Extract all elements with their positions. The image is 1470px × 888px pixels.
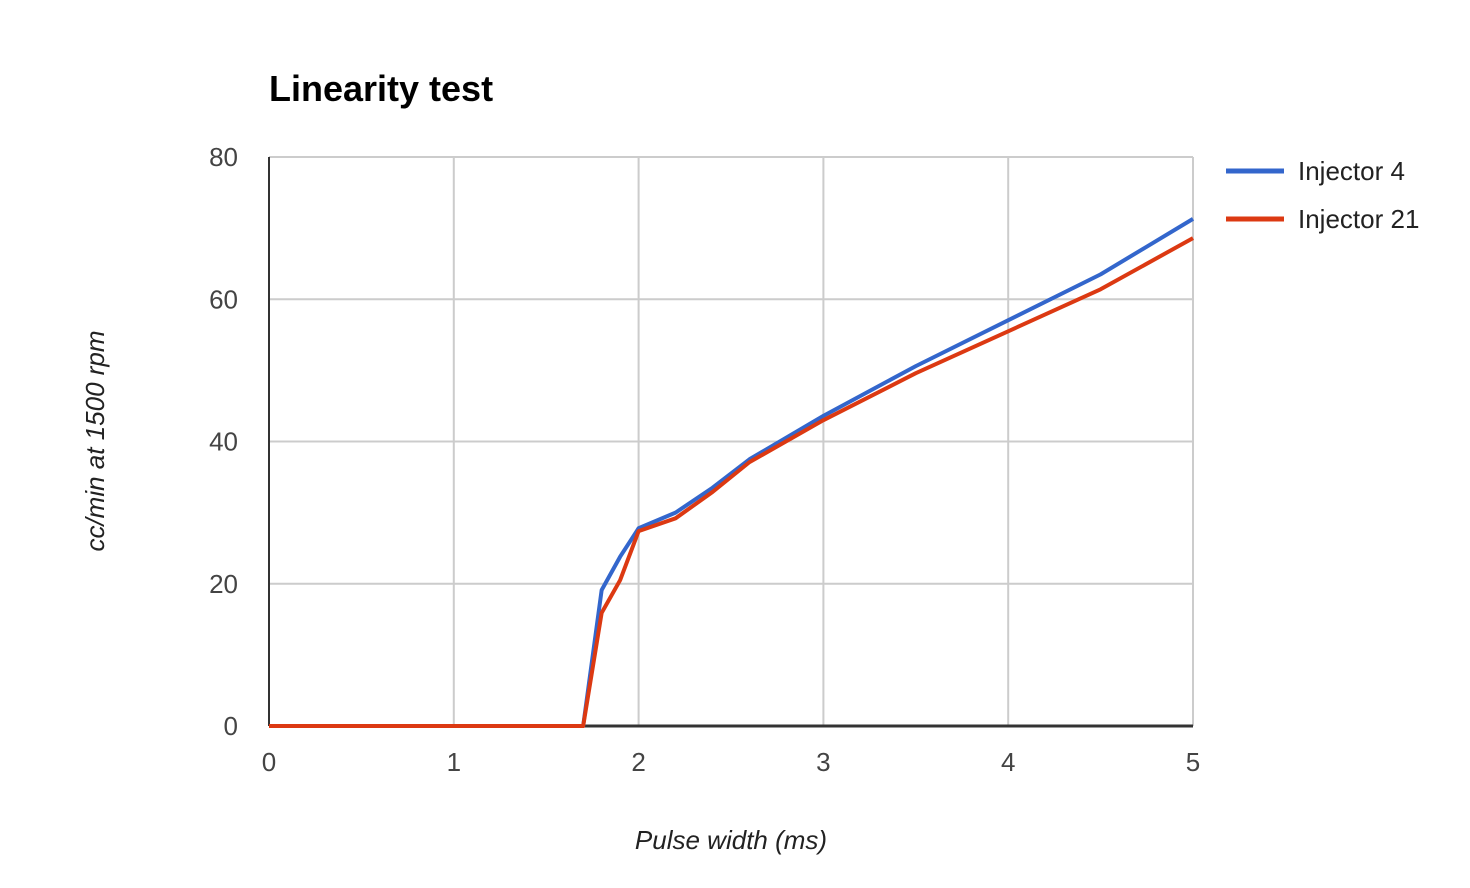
series-line-1 <box>269 236 1194 728</box>
y-tick-label: 20 <box>209 569 238 599</box>
legend: Injector 4 Injector 21 <box>1226 156 1419 234</box>
legend-label: Injector 21 <box>1298 204 1419 234</box>
x-tick-label: 3 <box>816 747 830 777</box>
x-tick-label: 4 <box>1001 747 1015 777</box>
y-tick-label: 40 <box>209 427 238 457</box>
x-tick-label: 2 <box>631 747 645 777</box>
x-tick-label: 5 <box>1186 747 1200 777</box>
tick-labels: 0 1 2 3 4 5 0 20 40 60 80 <box>209 142 1200 777</box>
x-axis-label: Pulse width (ms) <box>635 825 827 855</box>
y-tick-label: 80 <box>209 142 238 172</box>
x-tick-label: 1 <box>447 747 461 777</box>
y-tick-label: 0 <box>224 711 238 741</box>
series-lines <box>269 217 1195 728</box>
series-line-0 <box>269 217 1195 728</box>
y-tick-label: 60 <box>209 284 238 314</box>
y-axis-label: cc/min at 1500 rpm <box>80 330 110 551</box>
x-tick-label: 0 <box>262 747 276 777</box>
gridlines <box>268 156 1194 728</box>
chart-title: Linearity test <box>269 68 493 109</box>
legend-label: Injector 4 <box>1298 156 1405 186</box>
